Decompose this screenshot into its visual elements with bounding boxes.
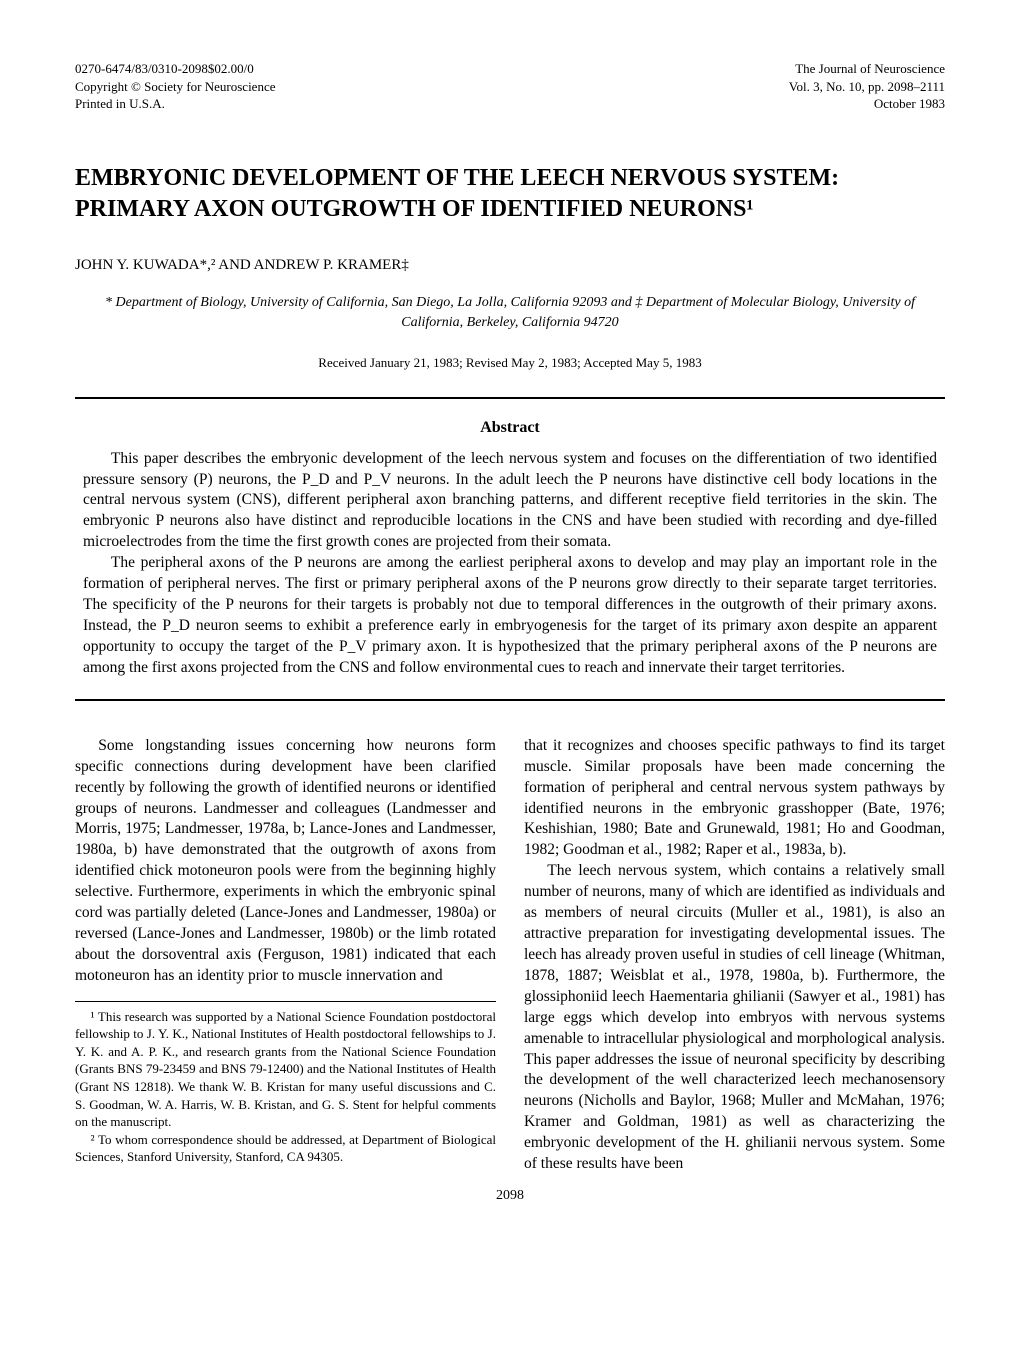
journal-volume: Vol. 3, No. 10, pp. 2098–2111: [789, 78, 945, 96]
right-column: that it recognizes and chooses specific …: [524, 736, 945, 1175]
footnote-1: ¹ This research was supported by a Natio…: [75, 1008, 496, 1131]
page-number: 2098: [75, 1187, 945, 1206]
body-paragraph-3: The leech nervous system, which contains…: [524, 861, 945, 1175]
journal-date: October 1983: [789, 95, 945, 113]
abstract-body: This paper describes the embryonic devel…: [75, 449, 945, 679]
body-paragraph-1: Some longstanding issues concerning how …: [75, 736, 496, 987]
title-line-2: PRIMARY AXON OUTGROWTH OF IDENTIFIED NEU…: [75, 194, 945, 225]
affiliations: * Department of Biology, University of C…: [75, 293, 945, 332]
abstract-paragraph-2: The peripheral axons of the P neurons ar…: [83, 553, 937, 679]
horizontal-rule-top: [75, 397, 945, 399]
abstract-heading: Abstract: [75, 417, 945, 439]
copyright-line-1: 0270-6474/83/0310-2098$02.00/0: [75, 60, 276, 78]
footnote-2: ² To whom correspondence should be addre…: [75, 1131, 496, 1166]
journal-name: The Journal of Neuroscience: [789, 60, 945, 78]
body-paragraph-2: that it recognizes and chooses specific …: [524, 736, 945, 862]
footnotes: ¹ This research was supported by a Natio…: [75, 1001, 496, 1166]
left-column: Some longstanding issues concerning how …: [75, 736, 496, 1175]
header-right: The Journal of Neuroscience Vol. 3, No. …: [789, 60, 945, 113]
header-left: 0270-6474/83/0310-2098$02.00/0 Copyright…: [75, 60, 276, 113]
copyright-line-3: Printed in U.S.A.: [75, 95, 276, 113]
article-title: EMBRYONIC DEVELOPMENT OF THE LEECH NERVO…: [75, 163, 945, 225]
header-row: 0270-6474/83/0310-2098$02.00/0 Copyright…: [75, 60, 945, 113]
abstract-paragraph-1: This paper describes the embryonic devel…: [83, 449, 937, 554]
body-columns: Some longstanding issues concerning how …: [75, 736, 945, 1175]
horizontal-rule-bottom: [75, 699, 945, 701]
copyright-line-2: Copyright © Society for Neuroscience: [75, 78, 276, 96]
title-line-1: EMBRYONIC DEVELOPMENT OF THE LEECH NERVO…: [75, 163, 945, 194]
submission-dates: Received January 21, 1983; Revised May 2…: [75, 354, 945, 372]
authors: JOHN Y. KUWADA*,² AND ANDREW P. KRAMER‡: [75, 255, 945, 275]
